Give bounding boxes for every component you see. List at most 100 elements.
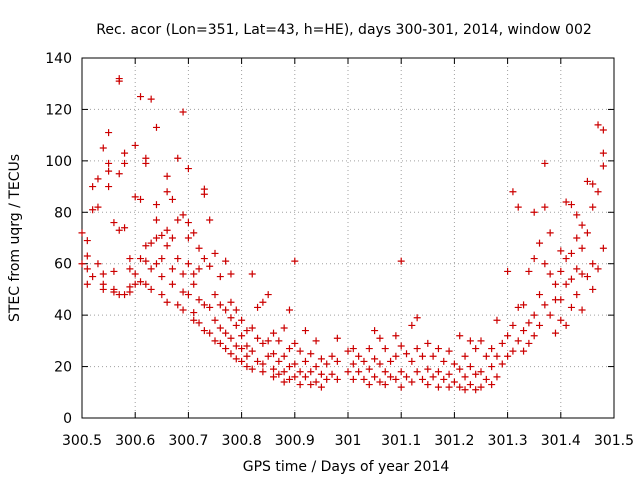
data-point xyxy=(333,375,341,383)
data-point xyxy=(525,267,533,275)
data-point xyxy=(163,172,171,180)
data-point xyxy=(520,347,528,355)
data-point xyxy=(200,327,208,335)
data-point xyxy=(594,265,602,273)
data-point xyxy=(259,339,267,347)
data-point xyxy=(477,368,485,376)
data-point xyxy=(232,321,240,329)
data-point xyxy=(365,365,373,373)
data-point xyxy=(551,280,559,288)
data-point xyxy=(89,183,97,191)
data-point xyxy=(275,357,283,365)
data-point xyxy=(589,260,597,268)
data-point xyxy=(578,270,586,278)
data-point xyxy=(83,237,91,245)
chart-title: Rec. acor (Lon=351, Lat=43, h=HE), days … xyxy=(96,22,592,38)
data-point xyxy=(227,270,235,278)
data-point xyxy=(105,129,113,137)
data-point xyxy=(184,219,192,227)
data-point xyxy=(174,154,182,162)
x-tick-label: 300.5 xyxy=(62,433,102,449)
data-point xyxy=(307,350,315,358)
data-point xyxy=(493,373,501,381)
data-point xyxy=(270,365,278,373)
data-point xyxy=(291,360,299,368)
data-point xyxy=(285,363,293,371)
x-tick-label: 300.7 xyxy=(168,433,208,449)
data-point xyxy=(456,365,464,373)
data-point xyxy=(546,229,554,237)
data-point xyxy=(472,345,480,353)
data-point xyxy=(137,93,145,101)
data-point xyxy=(461,373,469,381)
data-point xyxy=(152,260,160,268)
data-point xyxy=(248,324,256,332)
data-point xyxy=(371,373,379,381)
data-point xyxy=(147,285,155,293)
data-point xyxy=(551,329,559,337)
x-tick-label: 301.4 xyxy=(541,433,581,449)
data-point xyxy=(557,247,565,255)
data-point xyxy=(296,347,304,355)
data-point xyxy=(450,378,458,386)
data-point xyxy=(121,159,129,167)
y-tick-label: 0 xyxy=(63,411,72,427)
data-point xyxy=(190,229,198,237)
data-point xyxy=(562,255,570,263)
data-points xyxy=(78,75,607,394)
data-point xyxy=(179,211,187,219)
data-point xyxy=(477,337,485,345)
data-point xyxy=(344,347,352,355)
data-point xyxy=(599,149,607,157)
data-point xyxy=(418,352,426,360)
data-point xyxy=(200,190,208,198)
data-point xyxy=(121,291,129,299)
data-point xyxy=(105,183,113,191)
data-point xyxy=(461,352,469,360)
data-point xyxy=(152,123,160,131)
data-point xyxy=(232,342,240,350)
data-point xyxy=(264,337,272,345)
data-point xyxy=(275,337,283,345)
data-point xyxy=(99,144,107,152)
data-point xyxy=(184,291,192,299)
data-point xyxy=(520,327,528,335)
data-point xyxy=(99,270,107,278)
data-point xyxy=(270,373,278,381)
data-point xyxy=(179,270,187,278)
data-point xyxy=(115,226,123,234)
data-point xyxy=(541,260,549,268)
data-point xyxy=(408,378,416,386)
data-point xyxy=(344,368,352,376)
data-point xyxy=(200,255,208,263)
x-tick-label: 301.2 xyxy=(434,433,474,449)
data-point xyxy=(466,337,474,345)
data-point xyxy=(275,370,283,378)
data-point xyxy=(163,242,171,250)
data-point xyxy=(488,363,496,371)
data-point xyxy=(285,345,293,353)
data-point xyxy=(222,306,230,314)
data-point xyxy=(488,345,496,353)
data-point xyxy=(232,306,240,314)
data-point xyxy=(243,327,251,335)
data-point xyxy=(110,285,118,293)
data-point xyxy=(583,273,591,281)
data-point xyxy=(238,345,246,353)
data-point xyxy=(403,350,411,358)
x-tick-labels: 300.5 300.6 300.7 300.8 300.9 301 301.1 301.2 30… xyxy=(62,433,634,449)
data-point xyxy=(312,363,320,371)
data-point xyxy=(248,270,256,278)
data-point xyxy=(567,303,575,311)
data-point xyxy=(397,383,405,391)
data-point xyxy=(83,280,91,288)
data-point xyxy=(179,108,187,116)
data-point xyxy=(403,373,411,381)
data-point xyxy=(238,332,246,340)
data-point xyxy=(498,339,506,347)
data-point xyxy=(259,368,267,376)
plot-frame xyxy=(81,57,615,419)
data-point xyxy=(594,121,602,129)
data-point xyxy=(301,357,309,365)
data-point xyxy=(147,265,155,273)
